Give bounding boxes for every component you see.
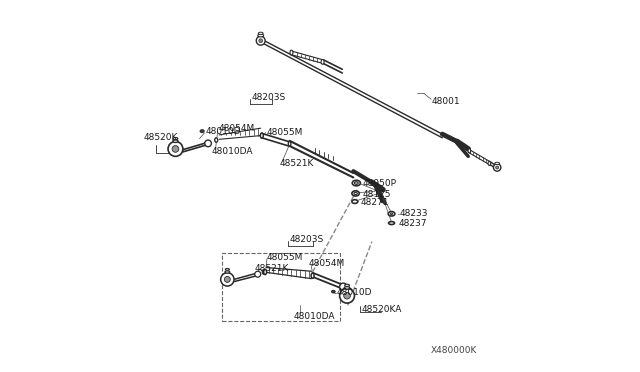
Ellipse shape [173,137,178,140]
Ellipse shape [388,222,394,225]
Text: X480000K: X480000K [431,346,477,355]
Text: 48001: 48001 [431,97,460,106]
Text: 48055M: 48055M [266,253,303,262]
Text: 48521K: 48521K [255,264,289,273]
Ellipse shape [225,271,230,273]
Ellipse shape [355,182,358,185]
Circle shape [205,140,211,147]
Ellipse shape [352,180,360,186]
Text: 48010D: 48010D [205,126,241,136]
Bar [222,253,340,321]
Ellipse shape [333,291,334,292]
Ellipse shape [344,286,350,289]
Text: 48521K: 48521K [279,159,314,168]
Text: 48520K: 48520K [144,132,179,142]
Circle shape [256,36,265,45]
Ellipse shape [332,291,335,293]
Ellipse shape [288,141,291,146]
Circle shape [344,292,350,299]
Ellipse shape [388,212,395,216]
Ellipse shape [345,284,349,286]
Circle shape [225,276,230,282]
Circle shape [259,39,262,42]
Ellipse shape [321,60,324,64]
Ellipse shape [352,200,358,203]
Text: 48237: 48237 [399,219,427,228]
Text: 48233: 48233 [400,209,428,218]
Ellipse shape [390,213,392,215]
Ellipse shape [468,149,470,153]
Text: 48125: 48125 [362,190,391,199]
Ellipse shape [258,34,264,37]
Circle shape [221,273,234,286]
Ellipse shape [260,133,263,138]
Ellipse shape [488,161,491,166]
Ellipse shape [259,32,263,35]
Ellipse shape [290,50,293,55]
Circle shape [340,283,347,291]
Ellipse shape [215,138,218,142]
Text: 48010D: 48010D [337,288,372,297]
Ellipse shape [354,192,357,195]
Ellipse shape [311,273,314,278]
Text: 48055M: 48055M [266,128,303,137]
Text: 48950P: 48950P [363,179,397,187]
Text: 48271: 48271 [361,198,389,207]
Ellipse shape [264,269,267,275]
Circle shape [493,164,501,171]
Circle shape [495,166,499,169]
Ellipse shape [262,270,265,274]
Text: 48054M: 48054M [308,259,344,268]
Circle shape [168,141,183,156]
Circle shape [255,271,260,277]
Text: 48010DA: 48010DA [211,147,253,156]
Ellipse shape [352,191,359,196]
Text: 48520KA: 48520KA [362,305,402,314]
Circle shape [340,288,355,303]
Ellipse shape [495,162,500,164]
Circle shape [172,145,179,152]
Text: 48203S: 48203S [252,93,285,102]
Ellipse shape [225,269,229,270]
Ellipse shape [173,140,178,142]
Text: 48203S: 48203S [290,235,324,244]
Text: 48010DA: 48010DA [294,312,335,321]
Ellipse shape [202,131,203,132]
Text: 48054M: 48054M [218,124,255,133]
Ellipse shape [200,130,204,132]
